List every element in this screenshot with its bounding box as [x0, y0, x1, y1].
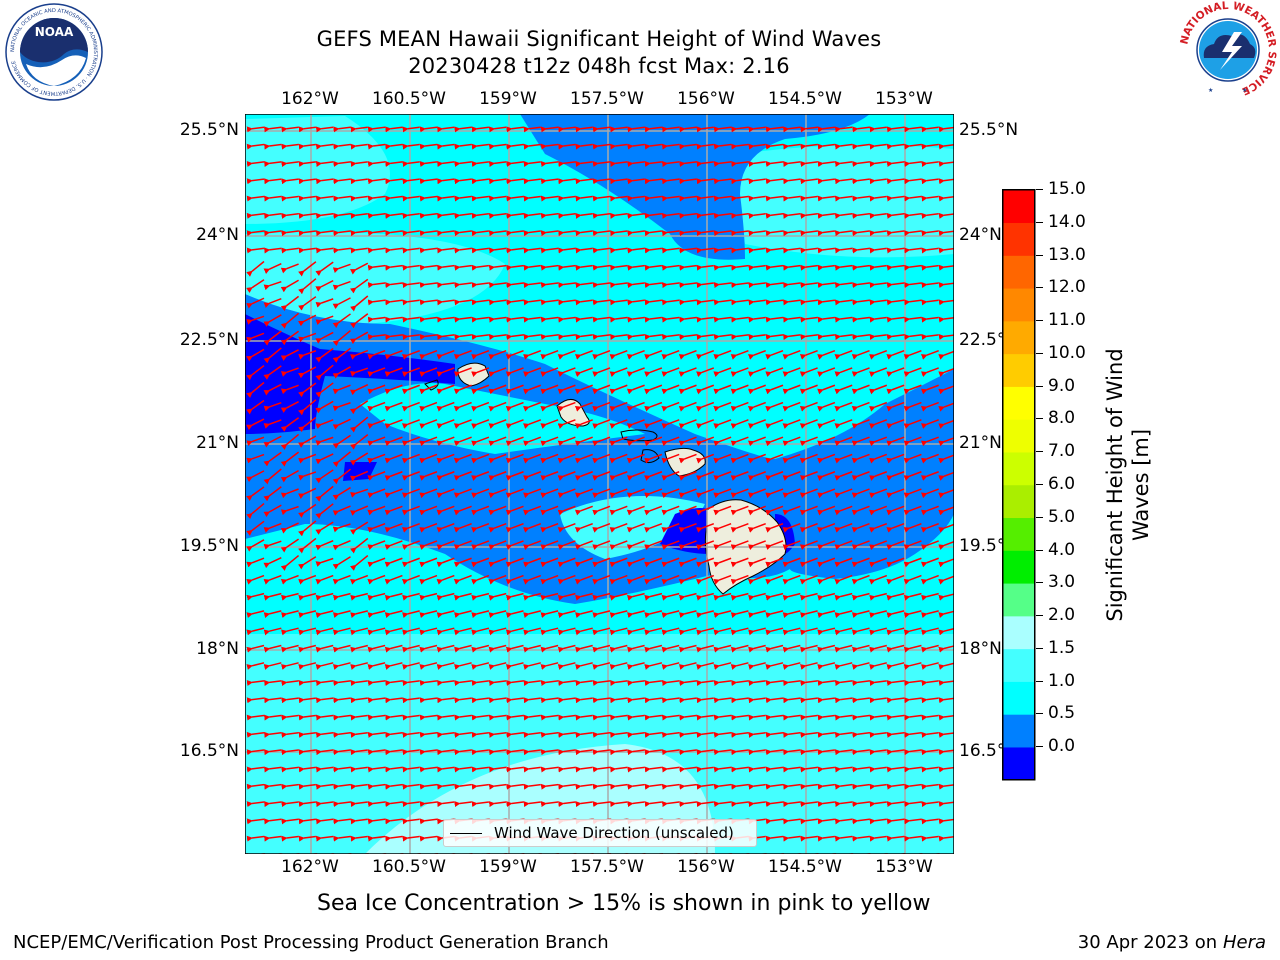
lon-label-bottom: 157.5°W [570, 857, 644, 877]
lat-label-left: 16.5°N [179, 741, 239, 761]
colorbar-tick-label: 15.0 [1048, 179, 1086, 199]
lat-label-left: 18°N [196, 639, 239, 659]
lon-label-bottom: 156°W [677, 857, 735, 877]
wave-height-map [245, 114, 954, 854]
map-legend: Wind Wave Direction (unscaled) [443, 819, 757, 847]
legend-label: Wind Wave Direction (unscaled) [494, 824, 734, 842]
colorbar-tick-label: 3.0 [1048, 572, 1076, 593]
map-title-line1: GEFS MEAN Hawaii Significant Height of W… [316, 27, 882, 51]
svg-text:Significant Height of Wind: Significant Height of Wind [1103, 348, 1127, 621]
wave-band-1-5-2-0 [245, 634, 954, 854]
colorbar-tick-label: 7.0 [1048, 441, 1076, 462]
lon-label-top: 153°W [875, 89, 933, 109]
lon-label-top: 156°W [677, 89, 735, 109]
colorbar-tick-label: 0.0 [1048, 736, 1076, 757]
colorbar-tick-label: 12.0 [1048, 277, 1086, 298]
sea-ice-caption: Sea Ice Concentration > 15% is shown in … [317, 891, 931, 916]
colorbar-tick-label: 6.0 [1048, 474, 1076, 494]
colorbar-tick-label: 11.0 [1048, 310, 1086, 331]
colorbar-tick-label: 13.0 [1048, 244, 1086, 265]
wave-band-0-0-0-5 [245, 314, 455, 434]
map-title-line2: 20230428 t12z 048h fcst Max: 2.16 [408, 54, 790, 78]
colorbar-tick-label: 10.0 [1048, 342, 1086, 363]
colorbar-label: Significant Height of Wind Waves [m] [1100, 300, 1160, 670]
colorbar-tick-label: 8.0 [1048, 408, 1076, 429]
lat-label-left: 24°N [196, 225, 239, 245]
lat-label-right: 18°N [959, 639, 1002, 659]
noaa-logo: NATIONAL OCEANIC AND ATMOSPHERIC ADMINIS… [5, 3, 103, 101]
lon-label-bottom: 154.5°W [768, 857, 842, 877]
lat-label-left: 21°N [196, 433, 239, 453]
island-niihau [424, 379, 439, 391]
colorbar-ticks: 15.0 14.0 13.0 12.0 11.0 10.0 9.0 8.0 7.0 6.0 5.0 4… [1036, 179, 1096, 781]
lat-label-right: 25.5°N [959, 120, 1019, 140]
svg-text:★: ★ [1242, 87, 1247, 94]
lon-label-top: 162°W [281, 89, 339, 109]
legend-line-swatch [450, 832, 482, 834]
colorbar-tick-label: 2.0 [1048, 605, 1076, 626]
footer-host: Hera [1222, 932, 1266, 953]
svg-text:★: ★ [1208, 87, 1213, 94]
wind-wave-direction-arrows [246, 126, 954, 854]
wave-band-1-0-1-5 [360, 383, 645, 454]
lon-label-top: 154.5°W [768, 89, 842, 109]
colorbar-tick-label: 1.0 [1048, 670, 1076, 691]
lat-label-right: 21°N [959, 433, 1002, 453]
colorbar-tick-label: 0.5 [1048, 703, 1076, 724]
colorbar-tick-label: 5.0 [1048, 506, 1076, 527]
colorbar [1002, 189, 1036, 781]
lon-label-top: 157.5°W [570, 89, 644, 109]
lat-label-left: 25.5°N [179, 120, 239, 140]
lat-label-right: 24°N [959, 225, 1002, 245]
lat-label-left: 19.5°N [179, 536, 239, 556]
lon-label-top: 160.5°W [372, 89, 446, 109]
colorbar-tick-label: 9.0 [1048, 375, 1076, 396]
wave-band-1-5-2-0 [738, 145, 954, 258]
lon-label-top: 159°W [479, 89, 537, 109]
svg-text:NOAA: NOAA [35, 25, 74, 39]
lon-label-bottom: 162°W [281, 857, 339, 877]
nws-logo: NATIONAL WEATHER SERVICE ★ ★ [1178, 0, 1278, 98]
colorbar-tick-label: 4.0 [1048, 539, 1076, 560]
colorbar-tick-label: 1.5 [1048, 637, 1076, 658]
lon-label-bottom: 153°W [875, 857, 933, 877]
footer-branch: NCEP/EMC/Verification Post Processing Pr… [13, 932, 609, 953]
lat-label-left: 22.5°N [179, 330, 239, 350]
footer-date: 30 Apr 2023 on Hera [1077, 932, 1266, 953]
svg-text:Waves [m]: Waves [m] [1129, 429, 1153, 541]
lon-label-bottom: 159°W [479, 857, 537, 877]
colorbar-tick-label: 14.0 [1048, 211, 1086, 232]
lon-label-bottom: 160.5°W [372, 857, 446, 877]
